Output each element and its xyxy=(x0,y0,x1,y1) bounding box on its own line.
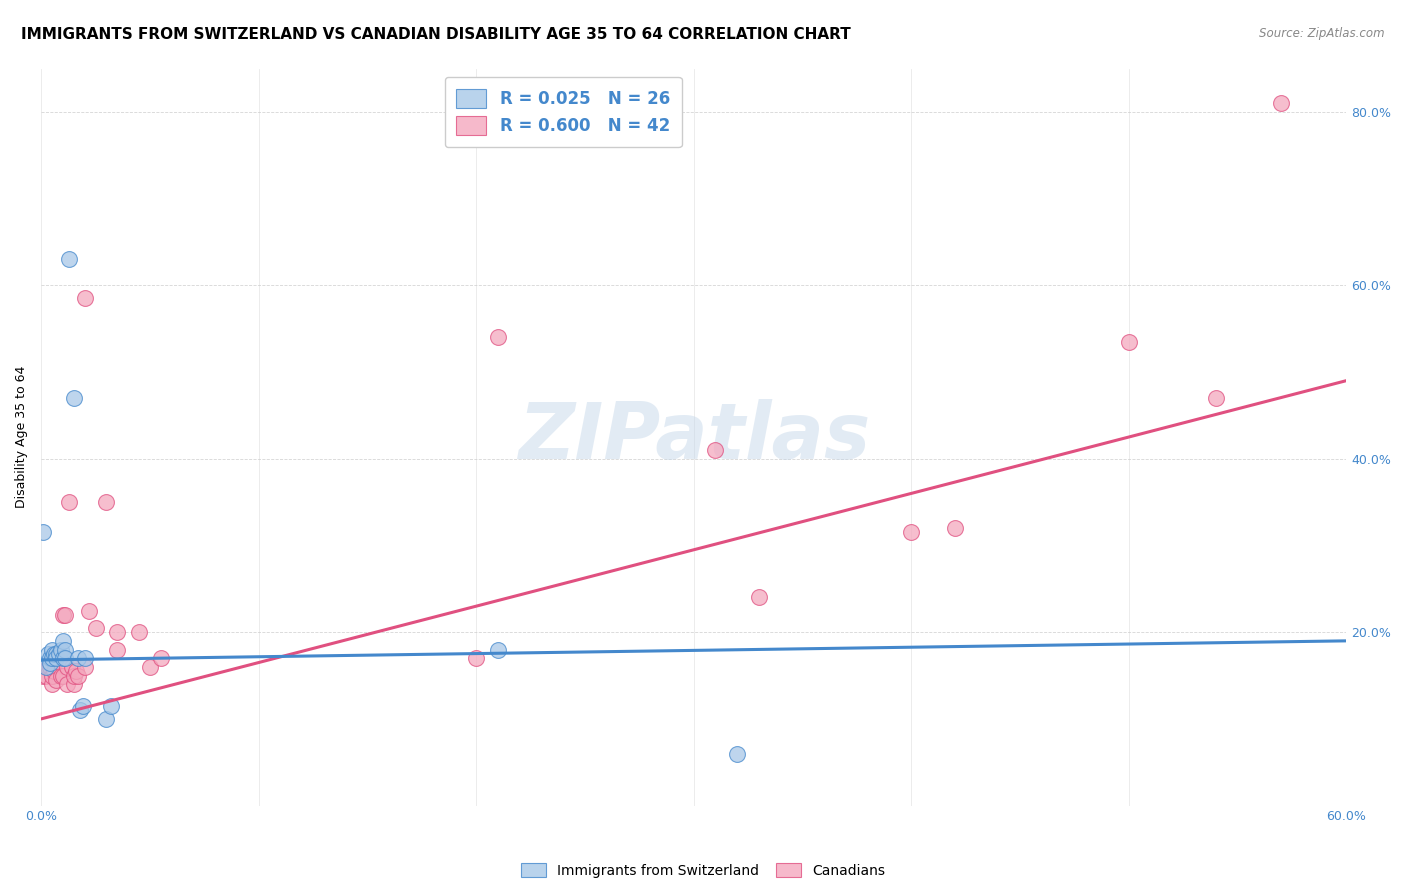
Point xyxy=(37,660,59,674)
Point xyxy=(45,673,67,687)
Point xyxy=(77,603,100,617)
Point xyxy=(49,668,72,682)
Point xyxy=(41,668,63,682)
Text: Source: ZipAtlas.com: Source: ZipAtlas.com xyxy=(1260,27,1385,40)
Point xyxy=(58,495,80,509)
Point xyxy=(128,625,150,640)
Point xyxy=(63,668,86,682)
Point xyxy=(748,591,770,605)
Legend: R = 0.025   N = 26, R = 0.600   N = 42: R = 0.025 N = 26, R = 0.600 N = 42 xyxy=(444,77,682,147)
Text: ZIPatlas: ZIPatlas xyxy=(517,399,870,475)
Point xyxy=(38,656,60,670)
Point xyxy=(63,391,86,405)
Point xyxy=(52,668,75,682)
Point xyxy=(34,660,56,674)
Point xyxy=(73,651,96,665)
Legend: Immigrants from Switzerland, Canadians: Immigrants from Switzerland, Canadians xyxy=(516,857,890,883)
Point xyxy=(41,677,63,691)
Point xyxy=(53,607,76,622)
Point xyxy=(105,625,128,640)
Point xyxy=(96,712,118,726)
Y-axis label: Disability Age 35 to 64: Disability Age 35 to 64 xyxy=(15,366,28,508)
Point xyxy=(67,651,90,665)
Point xyxy=(48,651,70,665)
Point xyxy=(943,521,966,535)
Point xyxy=(65,664,87,678)
Point xyxy=(48,651,70,665)
Point xyxy=(44,647,66,661)
Point xyxy=(52,607,75,622)
Point xyxy=(53,642,76,657)
Point xyxy=(63,677,86,691)
Point xyxy=(38,651,60,665)
Point xyxy=(45,651,67,665)
Point xyxy=(37,647,59,661)
Point xyxy=(60,660,83,674)
Point xyxy=(139,660,162,674)
Point xyxy=(56,677,79,691)
Point xyxy=(1118,334,1140,349)
Point xyxy=(96,495,118,509)
Point xyxy=(48,647,70,661)
Point xyxy=(32,668,55,682)
Point xyxy=(704,443,727,458)
Point xyxy=(1270,96,1292,111)
Point xyxy=(1205,391,1227,405)
Point xyxy=(58,252,80,267)
Point xyxy=(53,651,76,665)
Point xyxy=(41,651,63,665)
Point xyxy=(41,642,63,657)
Point xyxy=(34,668,56,682)
Text: IMMIGRANTS FROM SWITZERLAND VS CANADIAN DISABILITY AGE 35 TO 64 CORRELATION CHAR: IMMIGRANTS FROM SWITZERLAND VS CANADIAN … xyxy=(21,27,851,42)
Point xyxy=(73,291,96,305)
Point xyxy=(486,642,509,657)
Point xyxy=(32,525,55,540)
Point xyxy=(100,698,122,713)
Point xyxy=(84,621,107,635)
Point xyxy=(56,660,79,674)
Point xyxy=(465,651,488,665)
Point xyxy=(900,525,922,540)
Point xyxy=(73,660,96,674)
Point xyxy=(44,664,66,678)
Point xyxy=(486,330,509,344)
Point xyxy=(38,660,60,674)
Point xyxy=(49,656,72,670)
Point xyxy=(72,698,94,713)
Point xyxy=(725,747,748,761)
Point xyxy=(105,642,128,657)
Point xyxy=(52,651,75,665)
Point xyxy=(67,668,90,682)
Point xyxy=(45,647,67,661)
Point xyxy=(69,703,91,717)
Point xyxy=(52,633,75,648)
Point xyxy=(149,651,172,665)
Point xyxy=(49,642,72,657)
